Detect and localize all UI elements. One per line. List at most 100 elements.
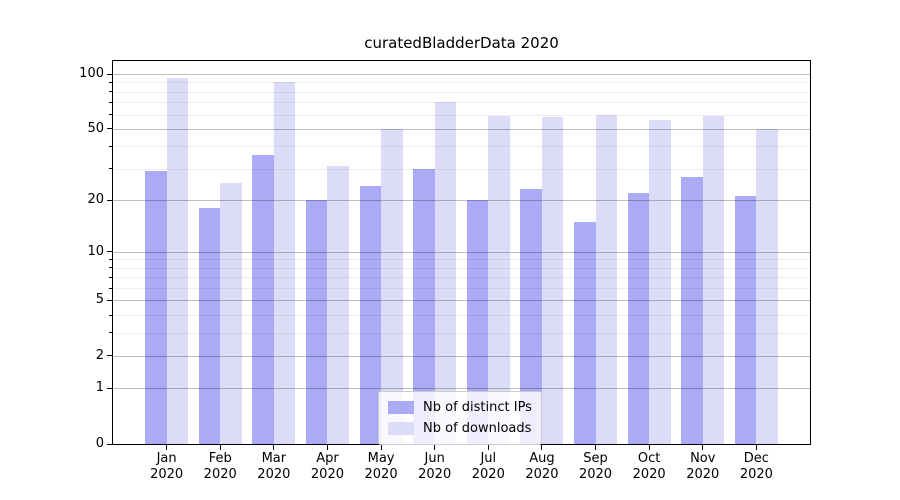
bar-downloads [541, 117, 564, 444]
major-gridline [113, 388, 810, 390]
y-tick-mark [107, 73, 112, 75]
bar-downloads [220, 182, 242, 444]
major-gridline [113, 128, 810, 130]
y-minor-tick-mark [109, 258, 112, 260]
x-tick-mark [541, 445, 543, 450]
x-tick-mark [434, 445, 436, 450]
bar-downloads [381, 128, 403, 444]
plot-area [112, 60, 811, 445]
legend-label-distinct-ips: Nb of distinct IPs [423, 400, 532, 415]
bar-downloads [756, 128, 778, 444]
bar-distinct-ips [574, 221, 596, 444]
y-minor-tick-mark [109, 332, 112, 334]
major-gridline [113, 251, 810, 253]
y-minor-tick-mark [109, 168, 112, 170]
x-tick-mark [648, 445, 650, 450]
bar-downloads [327, 166, 349, 444]
x-tick-label: May 2020 [364, 451, 398, 482]
y-tick-mark [107, 299, 112, 301]
legend-label-downloads: Nb of downloads [423, 421, 532, 436]
x-tick-label: Nov 2020 [686, 451, 720, 482]
bar-distinct-ips [734, 196, 757, 444]
minor-gridline [113, 102, 810, 104]
legend-item-downloads: Nb of downloads [388, 418, 532, 439]
x-tick-mark [702, 445, 704, 450]
bar-distinct-ips [627, 192, 650, 444]
bar-distinct-ips [305, 200, 328, 444]
minor-gridline [113, 332, 810, 334]
minor-gridline [113, 259, 810, 261]
chart-title: curatedBladderData 2020 [364, 34, 559, 52]
minor-gridline [113, 168, 810, 170]
y-tick-label: 1 [95, 380, 104, 396]
bar-downloads [649, 119, 671, 444]
x-tick-mark [326, 445, 328, 450]
bar-distinct-ips [466, 200, 489, 444]
y-tick-mark [107, 387, 112, 389]
x-tick-label: Jul 2020 [471, 451, 505, 482]
y-tick-label: 100 [79, 66, 104, 82]
bar-distinct-ips [413, 168, 435, 444]
y-tick-mark [107, 128, 112, 130]
y-minor-tick-mark [109, 276, 112, 278]
x-tick-mark [487, 445, 489, 450]
y-tick-mark [107, 199, 112, 201]
y-tick-label: 50 [87, 120, 104, 136]
y-tick-label: 2 [95, 347, 104, 363]
bar-distinct-ips [520, 189, 542, 444]
legend: Nb of distinct IPs Nb of downloads [378, 391, 542, 445]
minor-gridline [113, 277, 810, 279]
minor-gridline [113, 82, 810, 84]
x-tick-label: Sep 2020 [578, 451, 613, 482]
bar-downloads [488, 115, 510, 444]
major-gridline [113, 355, 810, 357]
bar-downloads [166, 78, 189, 444]
x-tick-mark [273, 445, 275, 450]
x-tick-mark [219, 445, 221, 450]
y-minor-tick-mark [109, 101, 112, 103]
x-tick-mark [166, 445, 168, 450]
x-tick-mark [380, 445, 382, 450]
legend-swatch-downloads [388, 422, 414, 435]
x-tick-label: Mar 2020 [257, 451, 291, 482]
bar-downloads [273, 82, 296, 444]
y-minor-tick-mark [109, 81, 112, 83]
x-tick-label: Jun 2020 [418, 451, 452, 482]
x-tick-label: Feb 2020 [203, 451, 237, 482]
y-minor-tick-mark [109, 145, 112, 147]
major-gridline [113, 300, 810, 302]
x-tick-mark [755, 445, 757, 450]
minor-gridline [113, 288, 810, 290]
y-minor-tick-mark [109, 287, 112, 289]
bar-distinct-ips [681, 176, 703, 444]
major-gridline [113, 74, 810, 76]
y-minor-tick-mark [109, 91, 112, 93]
bar-distinct-ips [359, 186, 382, 444]
minor-gridline [113, 91, 810, 93]
bar-distinct-ips [252, 154, 274, 444]
y-tick-label: 10 [87, 243, 104, 259]
bar-distinct-ips [145, 171, 167, 444]
x-tick-label: Apr 2020 [310, 451, 344, 482]
y-minor-tick-mark [109, 314, 112, 316]
x-tick-label: Oct 2020 [632, 451, 666, 482]
major-gridline [113, 200, 810, 201]
x-tick-label: Aug 2020 [525, 451, 559, 482]
minor-gridline [113, 315, 810, 317]
legend-item-distinct-ips: Nb of distinct IPs [388, 397, 532, 418]
y-tick-mark [107, 355, 112, 357]
bar-distinct-ips [198, 208, 221, 444]
legend-swatch-distinct-ips [388, 401, 414, 414]
y-tick-label: 20 [87, 192, 104, 207]
bar-downloads [434, 102, 457, 444]
minor-gridline [113, 114, 810, 116]
y-tick-label: 5 [95, 292, 104, 308]
x-tick-label: Jan 2020 [150, 451, 184, 482]
minor-gridline [113, 146, 810, 148]
y-minor-tick-mark [109, 267, 112, 269]
y-tick-label: 0 [95, 436, 104, 451]
y-minor-tick-mark [109, 114, 112, 116]
bar-downloads [595, 114, 618, 444]
y-tick-mark [107, 251, 112, 253]
